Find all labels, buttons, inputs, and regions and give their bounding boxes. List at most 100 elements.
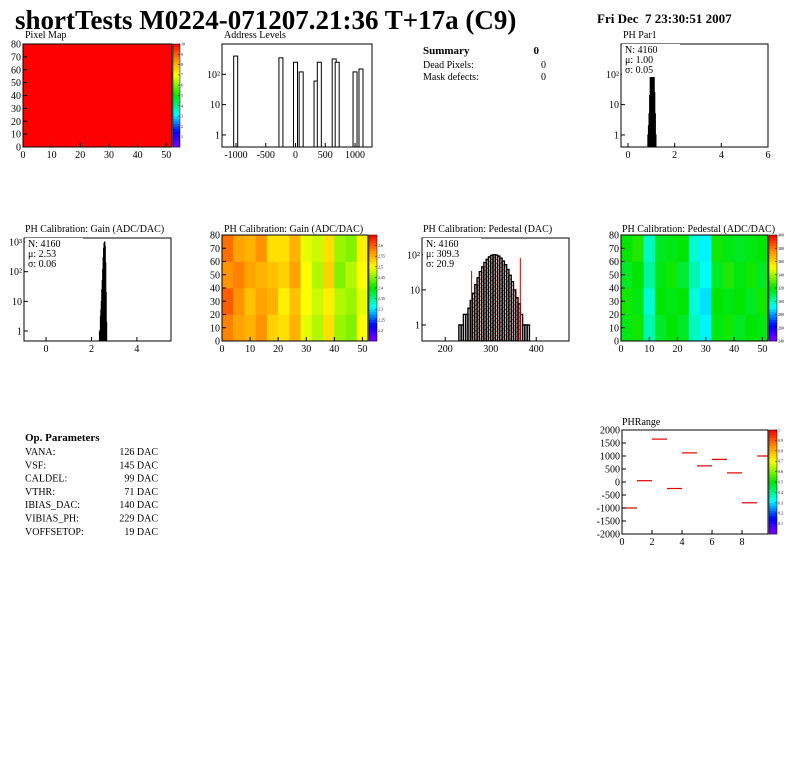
heat-cell <box>356 288 368 315</box>
x-tick-label: 200 <box>438 344 453 355</box>
heat-cell <box>323 314 335 341</box>
x-tick-label: 4 <box>719 150 724 161</box>
colorbar-swatch <box>369 266 377 270</box>
x-tick-label: 10 <box>47 150 57 161</box>
colorbar-swatch <box>173 59 180 63</box>
y-tick-label: 20 <box>609 310 619 321</box>
heat-cell <box>233 261 245 289</box>
colorbar-swatch <box>369 235 377 238</box>
heat-cell <box>222 261 234 289</box>
y-tick-label: 10² <box>207 70 220 81</box>
colorbar-swatch <box>369 301 377 305</box>
y-tick-label: 1 <box>215 130 220 141</box>
heat-cell <box>688 288 701 315</box>
colorbar-swatch <box>769 440 777 444</box>
stats-line: μ: 309.3 <box>426 249 459 260</box>
heat-cell <box>300 288 313 315</box>
x-tick-label: 20 <box>273 344 283 355</box>
colorbar-swatch <box>369 338 377 342</box>
z-tick-label: 6 <box>181 83 183 88</box>
colorbar-swatch <box>369 314 377 318</box>
z-tick-label: 5 <box>181 93 183 98</box>
spike <box>334 61 340 147</box>
heat-cell <box>677 288 690 315</box>
heat-cell <box>621 288 633 315</box>
op-name: VTHR: <box>25 487 55 498</box>
op-value: 71 DAC <box>124 487 158 498</box>
colorbar-swatch <box>769 502 777 506</box>
stats-box <box>423 238 481 271</box>
summary-total: 0 <box>534 45 540 57</box>
y-tick-label: 40 <box>210 284 220 295</box>
x-tick-label: 6 <box>766 150 771 161</box>
heat-cell <box>255 235 268 262</box>
heat-cell <box>345 261 358 289</box>
spike <box>293 61 299 147</box>
z-tick-label: 0.3 <box>778 500 783 505</box>
page-title: shortTests M0224-071207.21:36 T+17a (C9) <box>15 5 516 35</box>
z-tick-label: 300 <box>778 299 784 304</box>
heat-cell <box>734 235 746 262</box>
plot-frame <box>221 43 373 148</box>
heat-cell <box>643 235 656 262</box>
colorbar-swatch <box>173 44 180 47</box>
heat-cell <box>643 261 656 289</box>
colorbar-swatch <box>369 280 377 283</box>
z-tick-label: 2.25 <box>378 317 385 322</box>
y-tick-label: 0 <box>215 337 220 348</box>
heat-cell <box>756 261 768 289</box>
colorbar-swatch <box>173 49 180 53</box>
colorbar-swatch <box>769 298 777 302</box>
heat-cell <box>356 235 368 262</box>
y-tick-label: 500 <box>605 465 620 476</box>
heat-cell <box>300 261 313 289</box>
colorbar-swatch <box>769 335 777 339</box>
z-tick-label: 360 <box>778 259 784 264</box>
heat-cell <box>278 314 290 341</box>
heat-cell <box>356 314 368 341</box>
colorbar-swatch <box>173 108 180 112</box>
colorbar-swatch <box>769 474 777 478</box>
heat-cell <box>244 288 256 315</box>
colorbar-swatch <box>369 293 377 297</box>
stats-box <box>25 238 83 271</box>
colorbar-swatch <box>769 443 777 446</box>
spike <box>233 55 239 147</box>
stats-line: μ: 2.53 <box>28 249 56 260</box>
heat-cell <box>323 235 335 262</box>
hist-bin <box>654 134 657 147</box>
summary-value: 0 <box>541 72 546 83</box>
y-tick-label: 0 <box>16 143 21 154</box>
summary-label: Mask defects: <box>423 72 479 83</box>
colorbar-swatch <box>173 82 180 86</box>
y-tick-label: 70 <box>11 52 21 63</box>
colorbar-swatch <box>369 325 377 329</box>
colorbar-swatch <box>173 139 180 143</box>
heat-cell <box>233 235 245 262</box>
colorbar-swatch <box>369 333 377 336</box>
y-tick-label: -1000 <box>597 504 620 515</box>
chart-title: PH Calibration: Pedestal (DAC) <box>423 224 552 235</box>
heat-cell <box>677 261 690 289</box>
colorbar-swatch <box>369 298 377 302</box>
x-tick-label: 20 <box>75 150 85 161</box>
heat-cell <box>677 314 690 341</box>
colorbar-swatch <box>369 261 377 265</box>
colorbar-swatch <box>769 245 777 249</box>
heat-cell <box>722 314 735 341</box>
x-tick-label: -500 <box>257 150 275 161</box>
colorbar-swatch <box>173 144 180 148</box>
y-tick-label: 30 <box>210 297 220 308</box>
z-tick-label: 8 <box>181 62 183 67</box>
x-tick-label: 0 <box>293 150 298 161</box>
colorbar-swatch <box>369 237 377 241</box>
z-tick-label: 240 <box>778 339 784 344</box>
z-tick-label: 0.6 <box>778 469 783 474</box>
colorbar-swatch <box>173 56 180 60</box>
y-tick-label: 30 <box>609 297 619 308</box>
summary-label: Dead Pixels: <box>423 60 474 71</box>
heat-cell <box>356 261 368 289</box>
colorbar-swatch <box>769 338 777 342</box>
colorbar-swatch <box>173 80 180 83</box>
